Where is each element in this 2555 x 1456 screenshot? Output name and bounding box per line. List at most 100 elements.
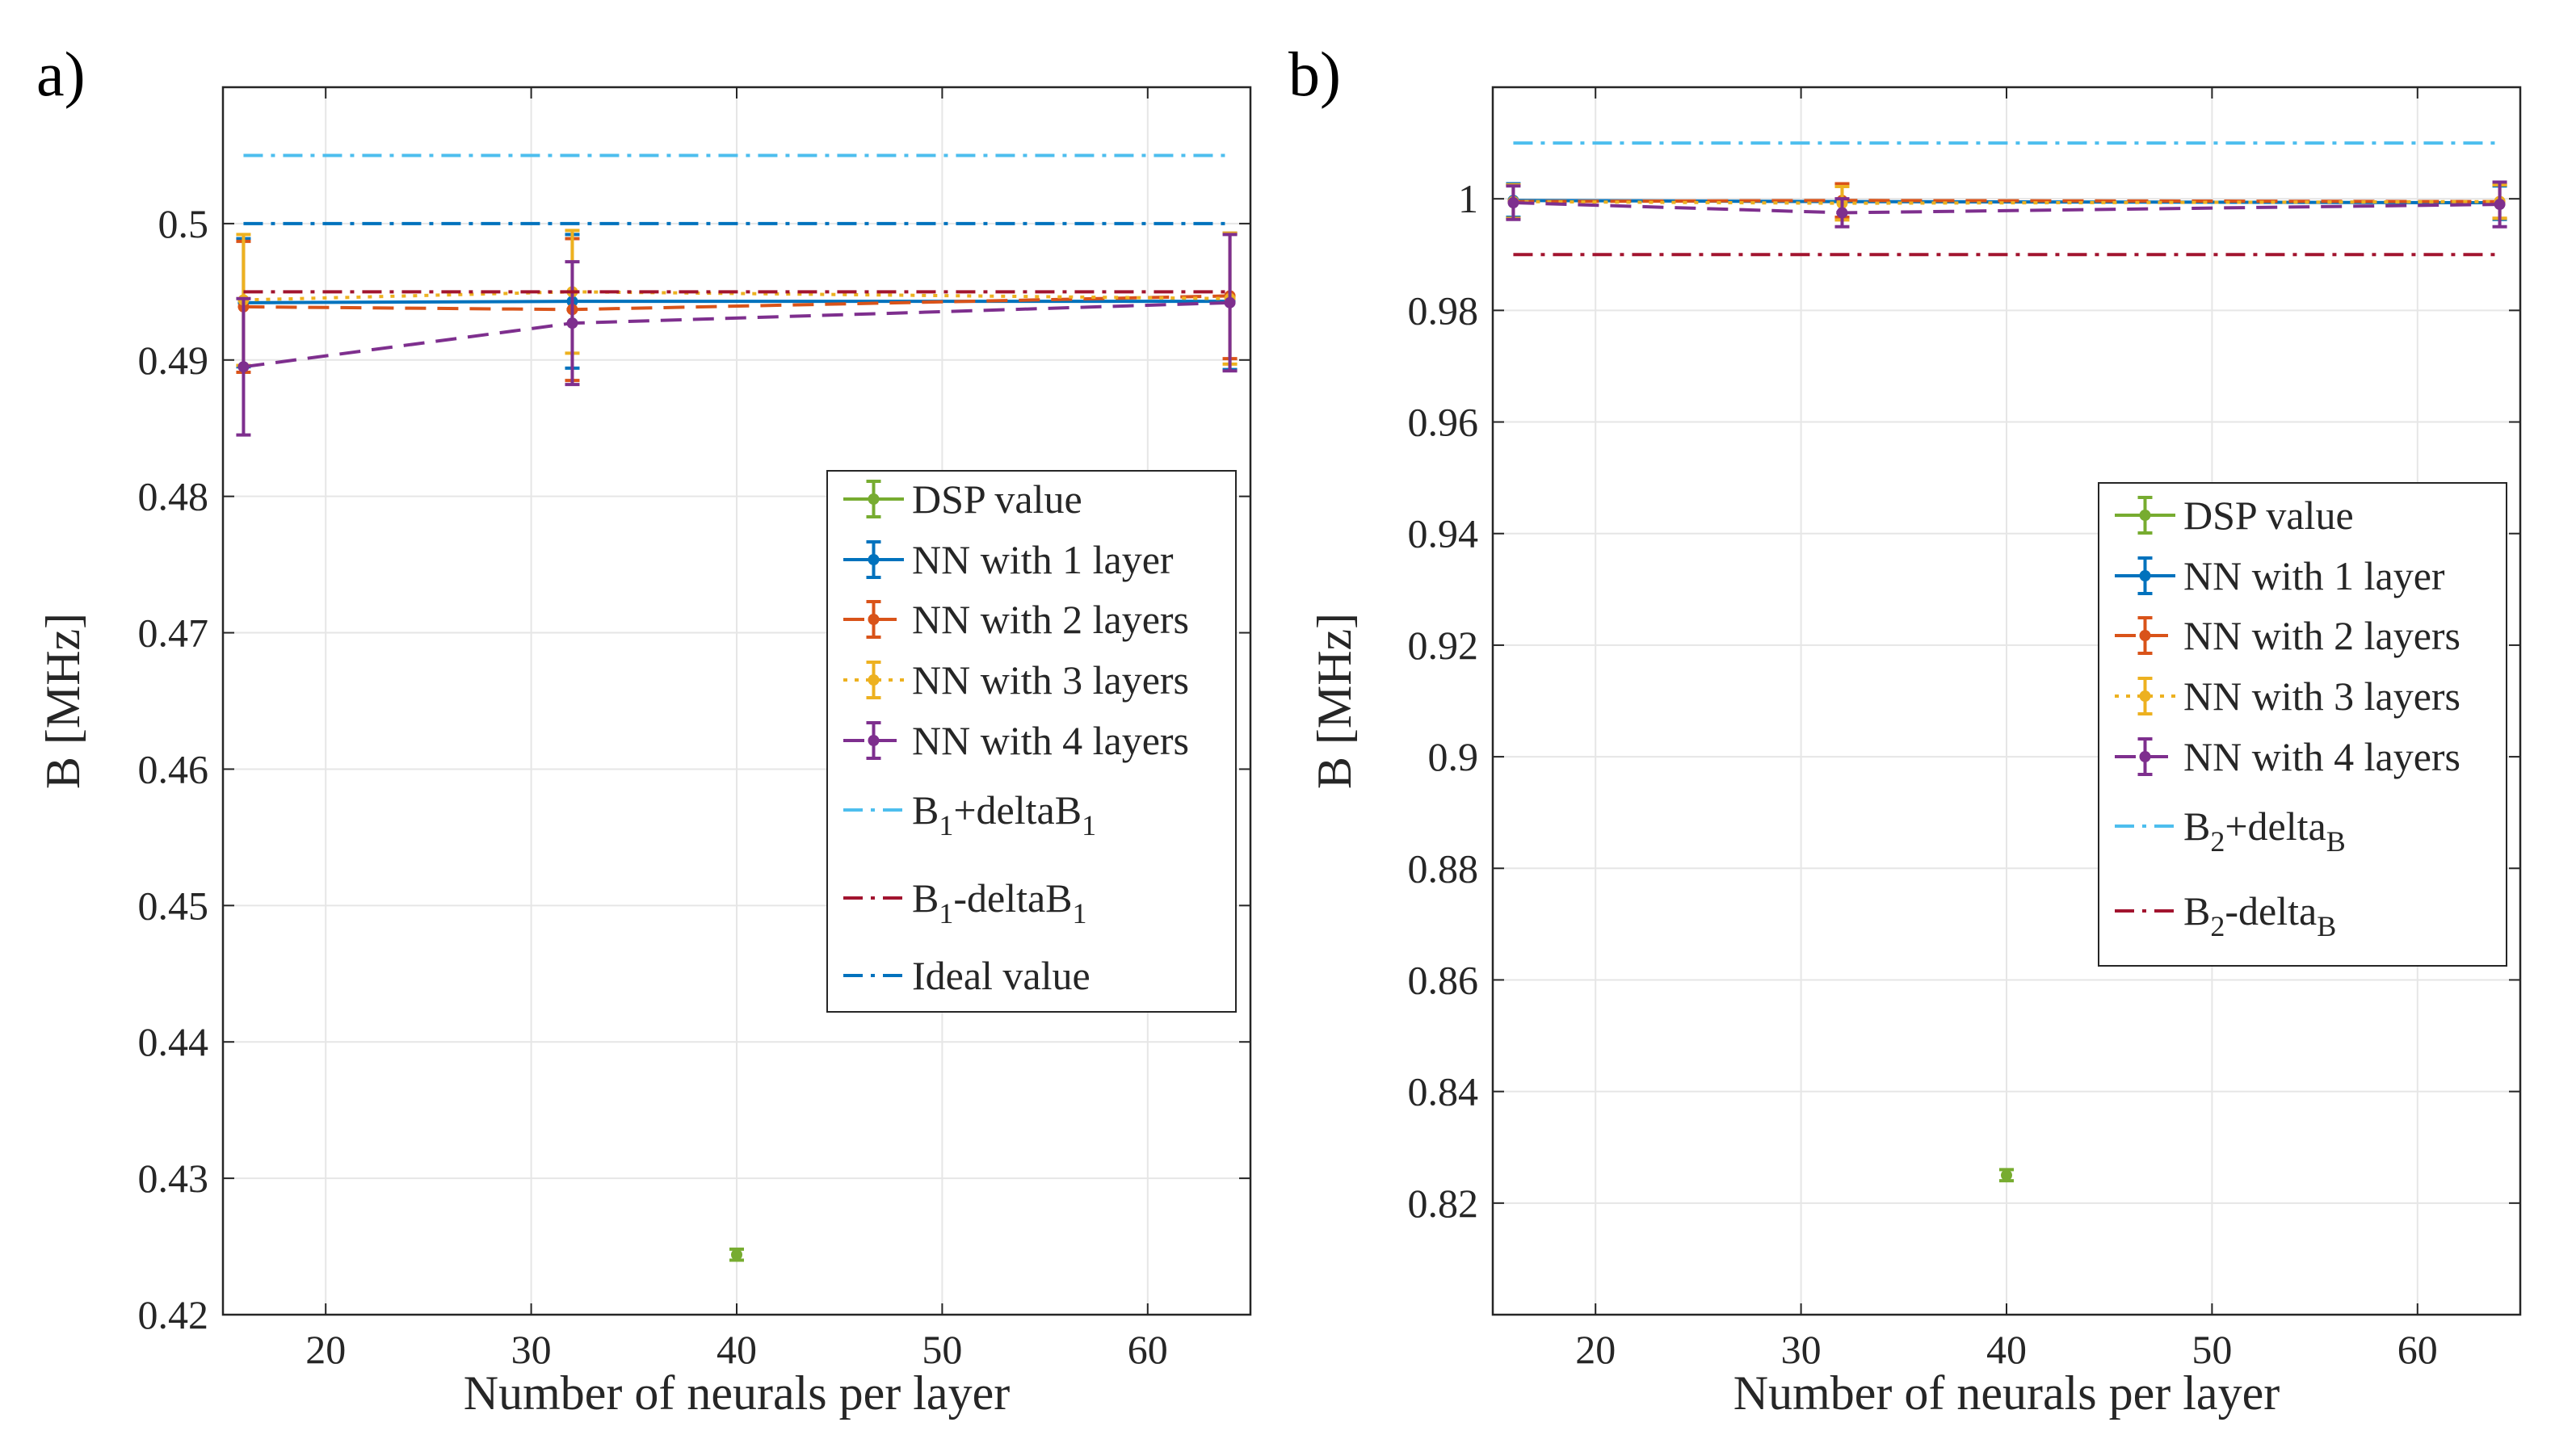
legend-item: Ideal value <box>843 953 1090 998</box>
panel-a: a) 20 30 40 50 60 0.42 0.43 0.44 0.45 0.46 0.47 0.48… <box>36 39 1252 1420</box>
legend-label-subscript: 1 <box>939 809 953 841</box>
y-tick-label: 0.49 <box>138 338 209 383</box>
legend-item: NN with 3 layers <box>843 657 1189 703</box>
legend-swatch-marker <box>2139 510 2151 521</box>
legend-label-subscript: B <box>2326 825 2346 858</box>
x-tick-label: 60 <box>2397 1327 2438 1372</box>
legend-item: NN with 4 layers <box>2115 734 2460 779</box>
data-point <box>1224 296 1236 308</box>
legend-item: B2+deltaB <box>2115 804 2346 858</box>
legend-swatch-marker <box>2139 630 2151 641</box>
legend-item: DSP value <box>843 476 1082 522</box>
legend-swatch-marker <box>2139 751 2151 762</box>
y-tick-label: 0.88 <box>1408 845 1479 891</box>
y-tick-label: 0.43 <box>138 1156 209 1201</box>
legend-label-part: B <box>2183 804 2210 849</box>
y-tick-label: 0.5 <box>158 201 209 246</box>
legend-swatch-marker <box>868 735 880 746</box>
legend-label: B1+deltaB1 <box>912 787 1096 841</box>
y-tick-label: 0.98 <box>1408 287 1479 333</box>
y-tick-label: 0.45 <box>138 883 209 928</box>
legend-label-subscript: 2 <box>2210 910 2225 942</box>
x-tick-label: 60 <box>1128 1327 1168 1372</box>
panel-label: b) <box>1288 39 1341 109</box>
panel-b: b) 20 30 40 50 60 0.82 0.84 0.86 0.88 0.9 0.92 0.94 0… <box>1288 39 2522 1420</box>
y-tick-label: 0.94 <box>1408 511 1479 556</box>
legend-label: DSP value <box>912 476 1082 522</box>
x-tick-label: 30 <box>511 1327 552 1372</box>
x-tick-label: 40 <box>716 1327 757 1372</box>
legend-label: NN with 2 layers <box>912 597 1189 642</box>
x-tick-label: 20 <box>305 1327 346 1372</box>
y-tick-label: 0.47 <box>138 611 209 656</box>
y-tick-label: 0.9 <box>1428 734 1479 779</box>
legend-item: B1+deltaB1 <box>843 787 1096 841</box>
legend-item: NN with 1 layer <box>2115 553 2445 598</box>
legend-item: NN with 2 layers <box>2115 613 2460 658</box>
y-tick-label: 0.44 <box>138 1019 209 1064</box>
x-tick-label: 20 <box>1575 1327 1616 1372</box>
y-tick-label: 0.92 <box>1408 623 1479 668</box>
axes-box <box>1491 86 2522 1316</box>
y-axis-label: B [MHz] <box>36 613 90 789</box>
series-group <box>236 153 1238 1262</box>
y-tick-label: 0.82 <box>1408 1181 1479 1226</box>
legend-label-part: B <box>912 787 939 833</box>
legend-swatch-marker <box>868 554 880 565</box>
x-tick-label: 30 <box>1781 1327 1822 1372</box>
x-tick-label: 40 <box>1986 1327 2027 1372</box>
legend: DSP value NN with 1 layer NN with 2 layers… <box>826 470 1237 1013</box>
legend-label-subscript: 2 <box>2210 825 2225 858</box>
legend-label: B2-deltaB <box>2183 888 2336 942</box>
legend-label-part: +deltaB <box>953 787 1082 833</box>
legend-label: NN with 1 layer <box>912 537 1174 582</box>
y-tick-label: 0.42 <box>138 1292 209 1337</box>
data-point <box>1836 207 1848 219</box>
x-tick-label: 50 <box>2192 1327 2232 1372</box>
axes-box <box>221 86 1252 1316</box>
x-axis-label: Number of neurals per layer <box>1733 1366 2280 1420</box>
legend-item: NN with 1 layer <box>843 537 1174 582</box>
legend-swatch-marker <box>2139 690 2151 702</box>
legend-swatch-marker <box>868 493 880 505</box>
y-tick-label: 1 <box>1458 176 1478 221</box>
series-0 <box>729 1247 744 1262</box>
legend-label: NN with 1 layer <box>2183 553 2445 598</box>
legend-item: NN with 4 layers <box>843 718 1189 763</box>
series-0 <box>1999 1168 2014 1183</box>
legend-label: NN with 4 layers <box>912 718 1189 763</box>
x-tick-label: 50 <box>922 1327 962 1372</box>
legend-label: NN with 3 layers <box>912 657 1189 703</box>
series-line <box>243 300 1230 304</box>
legend-label-part: +delta <box>2225 804 2326 849</box>
data-point <box>2001 1169 2012 1181</box>
legend-label: Ideal value <box>912 953 1090 998</box>
data-point <box>2494 199 2506 211</box>
legend-label-part: B <box>2183 888 2210 934</box>
data-point <box>731 1248 742 1261</box>
data-point <box>566 317 578 329</box>
legend: DSP value NN with 1 layer NN with 2 layers… <box>2098 482 2507 967</box>
legend-label-part: -deltaB <box>953 875 1072 921</box>
y-tick-label: 0.84 <box>1408 1069 1479 1114</box>
legend-label-part: B <box>912 875 939 921</box>
legend-label: NN with 2 layers <box>2183 613 2460 658</box>
legend-label-subscript: 1 <box>1082 809 1096 841</box>
legend-label: B2+deltaB <box>2183 804 2346 858</box>
y-tick-label: 0.48 <box>138 474 209 519</box>
legend-box <box>2098 482 2507 967</box>
legend-label: NN with 3 layers <box>2183 673 2460 719</box>
data-point <box>237 361 250 373</box>
series-4 <box>236 233 1238 437</box>
y-tick-label: 0.46 <box>138 746 209 791</box>
legend-item: NN with 2 layers <box>843 597 1189 642</box>
legend-label-part: -delta <box>2225 888 2317 934</box>
legend-item: B2-deltaB <box>2115 888 2336 942</box>
legend-label-subscript: B <box>2317 910 2336 942</box>
legend-item: NN with 3 layers <box>2115 673 2460 719</box>
legend-label: DSP value <box>2183 493 2354 538</box>
legend-swatch-marker <box>2139 570 2151 581</box>
y-axis-label: B [MHz] <box>1308 613 1361 789</box>
panel-label: a) <box>36 39 86 109</box>
